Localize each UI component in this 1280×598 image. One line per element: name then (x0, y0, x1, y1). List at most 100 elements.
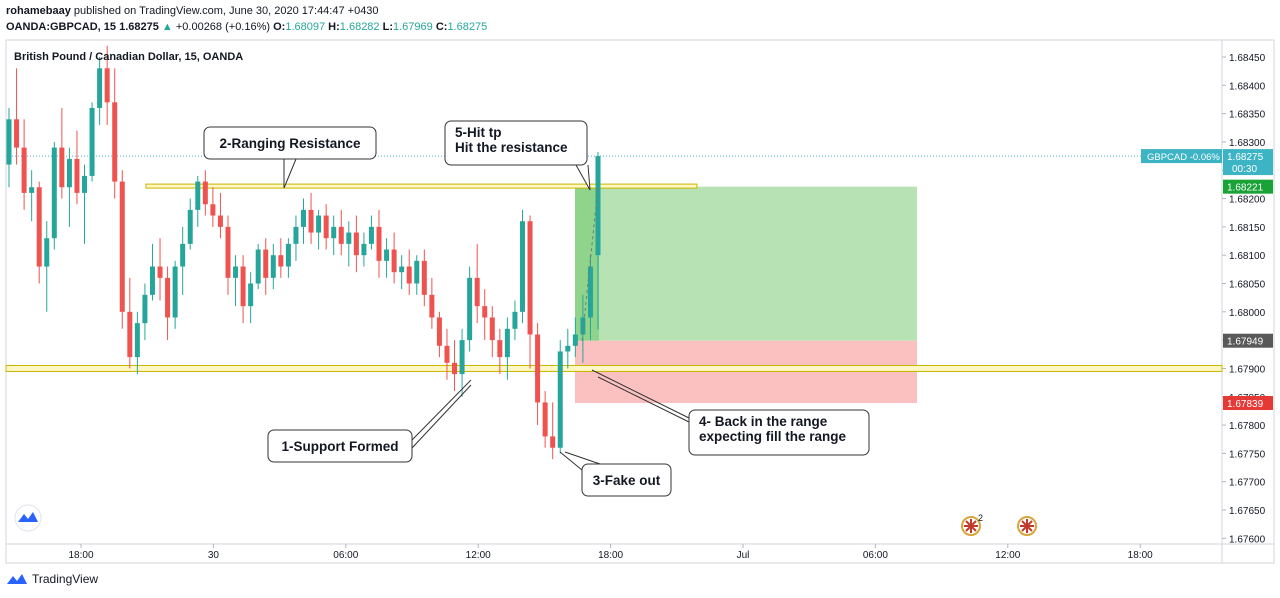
callout-leader (597, 376, 690, 423)
candle-body (187, 209, 193, 244)
uk-flag-cross-icon (964, 519, 978, 533)
candle-body (89, 107, 95, 176)
callout-text: 4- Back in the range (699, 414, 828, 429)
candle-body (263, 249, 269, 278)
candle-body (217, 215, 223, 227)
candle-body (384, 249, 390, 261)
support-level[interactable] (5, 364, 1223, 372)
callout-box (203, 126, 377, 160)
bar-countdown: 00:30 (1232, 164, 1257, 175)
target-badge-text: 1.68221 (1227, 183, 1264, 194)
candle-body (210, 204, 216, 216)
time-axis[interactable]: 18:00 30 06:00 12:00 18:00 Jul 06:00 12:00 18:00 (68, 544, 1153, 561)
chart-frame (5, 39, 1275, 564)
candle-body (36, 187, 42, 267)
symbol-label: OANDA:GBPCAD, 15 (6, 21, 117, 33)
candle-body (406, 266, 412, 284)
candle-body (346, 232, 352, 244)
horizontal-levels[interactable] (5, 183, 1223, 372)
candle-body (21, 147, 27, 193)
price-tick-label: 1.68200 (1229, 195, 1266, 206)
time-tick-label: 18:00 (1128, 550, 1153, 561)
tradingview-chart-logo-icon[interactable] (14, 504, 42, 532)
time-tick-label: 18:00 (68, 550, 93, 561)
candle-body (338, 226, 344, 244)
callout-text: Hit the resistance (455, 140, 568, 155)
price-tick-label: 1.68450 (1229, 53, 1266, 64)
candle-body (119, 181, 125, 312)
candle-body (361, 243, 367, 256)
callout-a3[interactable]: 3-Fake out (559, 451, 672, 497)
candle-body (285, 243, 291, 267)
close-label: C: (435, 21, 448, 33)
candle-body (44, 238, 50, 267)
callout-leader (559, 451, 583, 471)
price-tick-label: 1.67600 (1229, 534, 1266, 545)
callout-box (267, 429, 413, 463)
candle-body (66, 158, 72, 188)
low-label: L: (382, 21, 393, 33)
stop-badge-text: 1.67839 (1227, 399, 1264, 410)
publish-info: rohamebaay published on TradingView.com,… (6, 5, 379, 18)
candle-body (519, 221, 525, 312)
events[interactable]: 2 (961, 513, 1037, 536)
candles (6, 45, 601, 460)
candle-body (504, 328, 510, 358)
candle-body (550, 436, 556, 448)
open-value: 1.68097 (285, 21, 326, 33)
callout-a1[interactable]: 1-Support Formed (267, 379, 472, 463)
callout-box (581, 463, 672, 497)
time-tick-label: 18:00 (598, 550, 623, 561)
candle-body (580, 317, 586, 335)
candle-body (195, 181, 201, 210)
price-change: +0.00268 (+0.16%) (175, 21, 271, 33)
resistance-level[interactable] (145, 183, 698, 189)
stop-badge (1223, 395, 1273, 410)
candle-body (134, 323, 140, 358)
candle-body (527, 221, 533, 335)
time-tick-label: 12:00 (466, 550, 491, 561)
candle-body (414, 260, 420, 284)
candle-body (399, 266, 405, 273)
callout-text: 1-Support Formed (282, 439, 399, 454)
price-tick-label: 1.68400 (1229, 81, 1266, 92)
high-label: H: (328, 21, 340, 33)
candle-body (270, 255, 276, 278)
callout-leader (411, 379, 472, 441)
published-text: published on TradingView.com, June 30, 2… (73, 5, 379, 17)
symbol-change-text: GBPCAD -0.06% (1147, 152, 1220, 163)
callout-text: 2-Ranging Resistance (219, 136, 361, 151)
tradingview-logo-icon[interactable] (6, 572, 28, 586)
candle-body (59, 147, 65, 188)
candle-body (467, 277, 473, 341)
candle-body (97, 68, 103, 108)
price-axis[interactable]: 1.684501.684001.683501.683001.682501.682… (1222, 53, 1266, 545)
candle-body (452, 362, 458, 375)
author-name[interactable]: rohamebaay (6, 5, 71, 17)
candle-body (301, 209, 306, 227)
price-tick-label: 1.67650 (1229, 506, 1266, 517)
high-value: 1.68282 (339, 21, 380, 33)
chart-title: British Pound / Canadian Dollar, 15, OAN… (14, 51, 243, 63)
candle-body (557, 351, 563, 448)
candle-body (172, 266, 178, 318)
candle-body (323, 215, 329, 239)
symbol-change-badge (1141, 149, 1222, 164)
price-tick-label: 1.67900 (1229, 364, 1266, 375)
time-tick-label: Jul (737, 550, 750, 561)
callout-text: 3-Fake out (593, 473, 661, 488)
time-tick-label: 06:00 (333, 550, 358, 561)
footer-brand[interactable]: TradingView (32, 572, 99, 586)
close-value: 1.68275 (447, 21, 488, 33)
callout-a2[interactable]: 2-Ranging Resistance (203, 126, 377, 189)
price-tick-label: 1.68150 (1229, 223, 1266, 234)
candle-body (391, 249, 397, 273)
low-value: 1.67969 (393, 21, 433, 33)
candle-body (308, 209, 314, 233)
candle-body (29, 187, 35, 193)
entry-badge-text: 1.67949 (1227, 337, 1264, 348)
